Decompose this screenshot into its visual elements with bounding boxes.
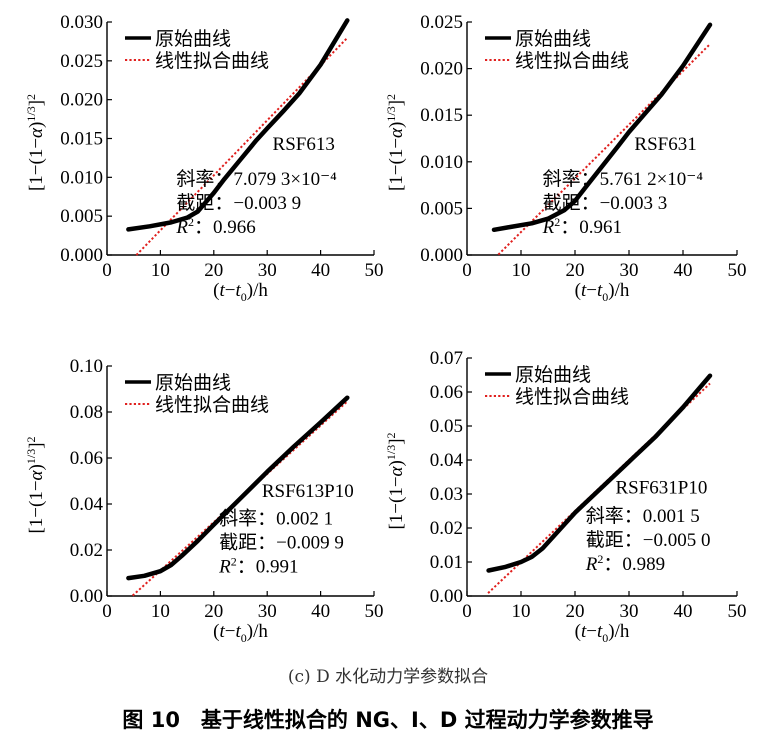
x-tick-label: 30	[258, 601, 277, 622]
y-tick-label: 0.04	[70, 494, 104, 515]
x-tick-label: 0	[102, 260, 112, 281]
x-tick-label: 30	[258, 260, 277, 281]
y-tick-label: 0.015	[60, 129, 103, 150]
y-tick-label: 0.05	[430, 416, 463, 437]
y-axis-label: [1−(1−α)1/3]2	[384, 432, 407, 529]
raw-curve-series	[126, 395, 350, 581]
y-tick-label: 0.030	[60, 12, 103, 33]
y-tick-label: 0.015	[420, 105, 463, 126]
x-tick-label: 20	[204, 260, 223, 281]
y-tick-label: 0.020	[60, 90, 103, 111]
raw-curve-series	[486, 373, 713, 573]
legend-raw-label: 原始曲线	[155, 372, 231, 394]
chart-panel-2: 0 10 20 30 40 50 0.000 0.005 0.010 0.015 0.020 0.02…	[384, 12, 747, 304]
slope-label: 斜率：5.761 2×10⁻⁴	[543, 168, 704, 190]
fit-line-series	[497, 43, 711, 256]
y-tick-label: 0.00	[70, 586, 103, 607]
y-tick-label: 0.020	[420, 59, 463, 80]
x-tick-label: 20	[566, 260, 585, 281]
x-tick-label: 10	[512, 601, 531, 622]
x-tick-label: 20	[566, 601, 585, 622]
x-tick-label: 50	[365, 601, 384, 622]
legend-fit-label: 线性拟合曲线	[155, 50, 269, 72]
x-tick-label: 30	[620, 260, 639, 281]
intercept-label: 截距：−0.003 3	[543, 192, 668, 214]
y-tick-label: 0.00	[430, 586, 463, 607]
chart-panel-3: 0 10 20 30 40 50 0.00 0.02 0.04 0.06 0.08 0.10 (t−t0…	[24, 356, 384, 645]
y-tick-label: 0.010	[60, 167, 103, 188]
slope-label: 斜率：0.001 5	[586, 505, 700, 527]
y-tick-label: 0.025	[420, 12, 463, 33]
y-tick-label: 0.025	[60, 51, 103, 72]
y-tick-label: 0.04	[430, 450, 464, 471]
figure-caption: 图 10 基于线性拟合的 NG、I、D 过程动力学参数推导	[122, 708, 654, 732]
r2-label: R2：0.989	[585, 552, 665, 575]
y-tick-label: 0.02	[70, 540, 103, 561]
y-axis-label: [1−(1−α)1/3]2	[384, 94, 407, 191]
legend-raw-label: 原始曲线	[155, 28, 231, 50]
x-tick-label: 40	[674, 601, 693, 622]
x-tick-label: 0	[462, 260, 472, 281]
legend-fit-label: 线性拟合曲线	[515, 386, 629, 408]
legend-fit-label: 线性拟合曲线	[155, 394, 269, 416]
y-tick-label: 0.06	[70, 448, 103, 469]
intercept-label: 截距：−0.009 9	[219, 532, 344, 554]
y-tick-label: 0.08	[70, 402, 103, 423]
y-tick-label: 0.000	[420, 245, 463, 266]
y-tick-label: 0.10	[70, 356, 103, 377]
x-tick-label: 50	[365, 260, 384, 281]
sample-label: RSF613P10	[262, 481, 354, 502]
x-axis-label: (t−t0)/h	[213, 621, 268, 645]
y-tick-label: 0.010	[420, 152, 463, 173]
chart-panel-1: 0 10 20 30 40 50 0.000 0.005 0.010 0.015 0.020 0.02…	[24, 12, 384, 304]
x-tick-label: 40	[674, 260, 693, 281]
y-axis-label: [1−(1−α)1/3]2	[24, 94, 47, 191]
legend-fit-label: 线性拟合曲线	[515, 50, 629, 72]
y-tick-label: 0.000	[60, 245, 103, 266]
subfigure-caption: (c) D 水化动力学参数拟合	[287, 667, 489, 687]
x-axis-label: (t−t0)/h	[575, 280, 630, 304]
x-axis-label: (t−t0)/h	[575, 621, 630, 645]
x-tick-label: 30	[620, 601, 639, 622]
sample-label: RSF631	[634, 134, 696, 155]
y-tick-label: 0.06	[430, 382, 463, 403]
raw-curve-series	[126, 18, 350, 232]
x-tick-label: 20	[204, 601, 223, 622]
r2-label: R2：0.991	[218, 555, 298, 578]
legend-raw-label: 原始曲线	[515, 364, 591, 386]
x-tick-label: 10	[151, 601, 170, 622]
x-tick-label: 50	[728, 260, 747, 281]
y-tick-label: 0.005	[420, 198, 463, 219]
slope-label: 斜率：0.002 1	[219, 508, 333, 530]
x-tick-label: 50	[728, 601, 747, 622]
sample-label: RSF631P10	[616, 478, 708, 499]
raw-curve-series	[491, 22, 713, 233]
x-tick-label: 10	[512, 260, 531, 281]
intercept-label: 截距：−0.003 9	[176, 192, 301, 214]
intercept-label: 截距：−0.005 0	[586, 529, 711, 551]
x-axis-label: (t−t0)/h	[213, 280, 268, 304]
r2-label: R2：0.961	[542, 215, 622, 238]
y-tick-label: 0.07	[430, 348, 463, 369]
x-tick-label: 40	[311, 260, 330, 281]
y-tick-label: 0.01	[430, 552, 463, 573]
chart-panel-4: 0 10 20 30 40 50 0.00 0.01 0.02 0.03 0.04 0.05 0.06 0…	[384, 348, 747, 645]
x-tick-label: 10	[151, 260, 170, 281]
r2-label: R2：0.966	[175, 215, 255, 238]
x-tick-label: 40	[311, 601, 330, 622]
x-tick-label: 0	[462, 601, 472, 622]
y-tick-label: 0.005	[60, 206, 103, 227]
slope-label: 斜率：7.079 3×10⁻⁴	[176, 168, 337, 190]
legend-raw-label: 原始曲线	[515, 28, 591, 50]
y-tick-label: 0.03	[430, 484, 463, 505]
y-axis-label: [1−(1−α)1/3]2	[24, 436, 47, 533]
y-tick-label: 0.02	[430, 518, 463, 539]
x-tick-label: 0	[102, 601, 112, 622]
sample-label: RSF613	[273, 134, 335, 155]
